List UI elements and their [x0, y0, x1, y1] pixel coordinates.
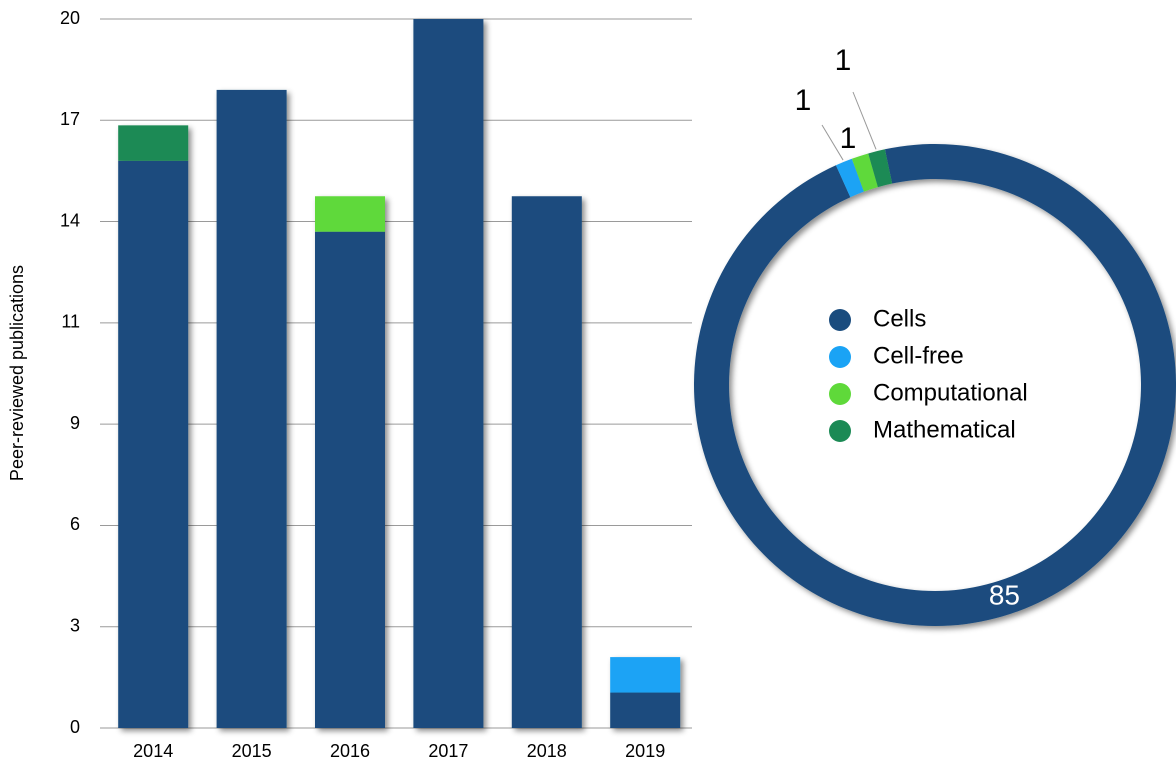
donut: [694, 144, 1176, 626]
bar-segment: [511, 196, 582, 728]
y-tick-label: 0: [70, 717, 80, 737]
bar-segment: [610, 692, 681, 728]
x-tick-label: 2016: [330, 741, 370, 761]
bar-segment: [315, 231, 385, 728]
leader-line: [852, 91, 877, 150]
bar-segment: [118, 160, 189, 729]
y-axis-label: Peer-reviewed publications: [7, 265, 27, 481]
y-tick-label: 3: [70, 615, 80, 635]
bar-segment: [315, 196, 385, 232]
donut-slice: [835, 158, 864, 198]
bar-segment: [610, 657, 681, 693]
x-tick-label: 2018: [527, 741, 567, 761]
legend-swatch: [829, 309, 851, 331]
donut-slice: [868, 149, 893, 188]
x-tick-label: 2015: [232, 741, 272, 761]
legend-label: Cells: [873, 305, 926, 332]
y-tick-label: 17: [60, 109, 80, 129]
value-label: 1: [835, 44, 852, 77]
legend-label: Computational: [873, 379, 1028, 406]
bars: [118, 19, 681, 729]
y-tick-label: 11: [61, 312, 80, 332]
x-tick-label: 2014: [133, 741, 173, 761]
x-tick-label: 2017: [428, 741, 468, 761]
bar-segment: [413, 19, 484, 728]
value-label: 85: [989, 579, 1020, 610]
donut-slice: [851, 153, 878, 192]
legend-label: Mathematical: [873, 416, 1016, 443]
x-tick-label: 2019: [625, 741, 665, 761]
y-tick-label: 6: [70, 514, 80, 534]
value-label: 1: [840, 122, 857, 155]
y-tick-label: 20: [60, 8, 80, 28]
y-tick-label: 9: [70, 413, 80, 433]
value-label: 1: [795, 84, 812, 117]
legend-swatch: [829, 420, 851, 442]
legend-swatch: [829, 346, 851, 368]
legend-swatch: [829, 383, 851, 405]
y-tick-label: 14: [60, 210, 80, 230]
legend-label: Cell-free: [873, 342, 964, 369]
bar-segment: [216, 89, 287, 728]
leader-line: [821, 124, 844, 161]
bar-segment: [118, 125, 189, 161]
